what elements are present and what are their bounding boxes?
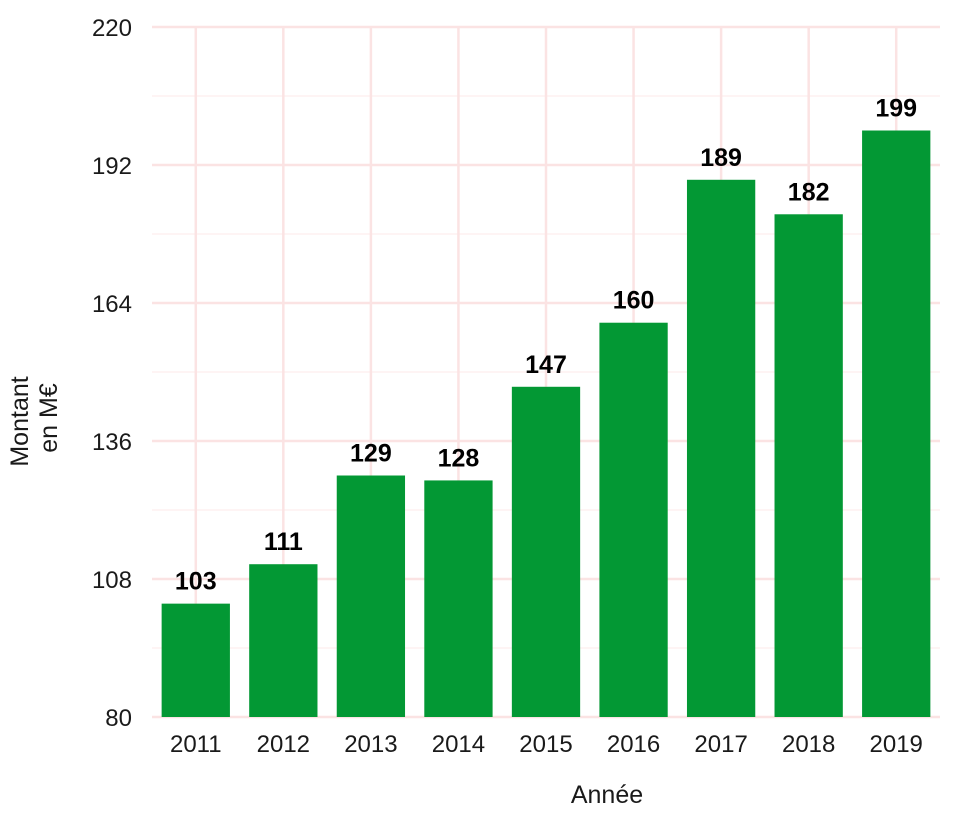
data-labels: 103 111 129 128 147 160 189 182 199 [175, 95, 917, 596]
x-tick-label-2017: 2017 [694, 731, 747, 758]
bar-2014 [424, 480, 493, 717]
bar-2016 [599, 322, 668, 717]
x-axis-title: Année [571, 781, 643, 809]
bar-value-label-2013: 129 [350, 440, 392, 468]
bars [161, 130, 931, 718]
y-axis-title-line-2: en M€ [35, 383, 63, 453]
bar-2018 [774, 214, 843, 718]
x-axis-ticks: 2011 2012 2013 2014 2015 2016 2017 2018 2019 [170, 731, 923, 758]
x-tick-label-2013: 2013 [344, 731, 397, 758]
bar-value-label-2019: 199 [875, 95, 917, 123]
y-tick-label-108: 108 [92, 567, 132, 594]
y-axis-ticks: 80 108 136 164 192 220 [92, 15, 132, 732]
x-tick-label-2018: 2018 [782, 731, 835, 758]
bar-2013 [336, 475, 406, 717]
y-axis-title: Montant en M€ [6, 369, 63, 466]
x-tick-label-2019: 2019 [870, 731, 923, 758]
bar-value-label-2012: 111 [264, 528, 303, 556]
x-tick-label-2012: 2012 [257, 731, 310, 758]
bar-2011 [161, 603, 230, 717]
y-tick-label-192: 192 [92, 153, 132, 180]
bar-2019 [862, 130, 931, 717]
bar-2015 [511, 386, 581, 717]
y-tick-label-220: 220 [92, 15, 132, 42]
bar-value-label-2014: 128 [438, 444, 480, 472]
y-tick-label-136: 136 [92, 429, 132, 456]
bar-value-label-2017: 189 [700, 144, 742, 172]
bar-value-label-2015: 147 [525, 351, 567, 379]
y-tick-label-164: 164 [92, 291, 132, 318]
bar-value-label-2018: 182 [788, 178, 830, 206]
bar-value-label-2011: 103 [175, 568, 217, 596]
x-tick-label-2014: 2014 [432, 731, 485, 758]
x-tick-label-2015: 2015 [519, 731, 572, 758]
y-axis-title-line-1: Montant [6, 376, 34, 466]
bar-2012 [249, 564, 318, 717]
bar-2017 [686, 179, 756, 718]
x-tick-label-2011: 2011 [170, 731, 222, 758]
x-tick-label-2016: 2016 [607, 731, 660, 758]
y-tick-label-80: 80 [105, 705, 132, 732]
bar-value-label-2016: 160 [613, 287, 655, 315]
